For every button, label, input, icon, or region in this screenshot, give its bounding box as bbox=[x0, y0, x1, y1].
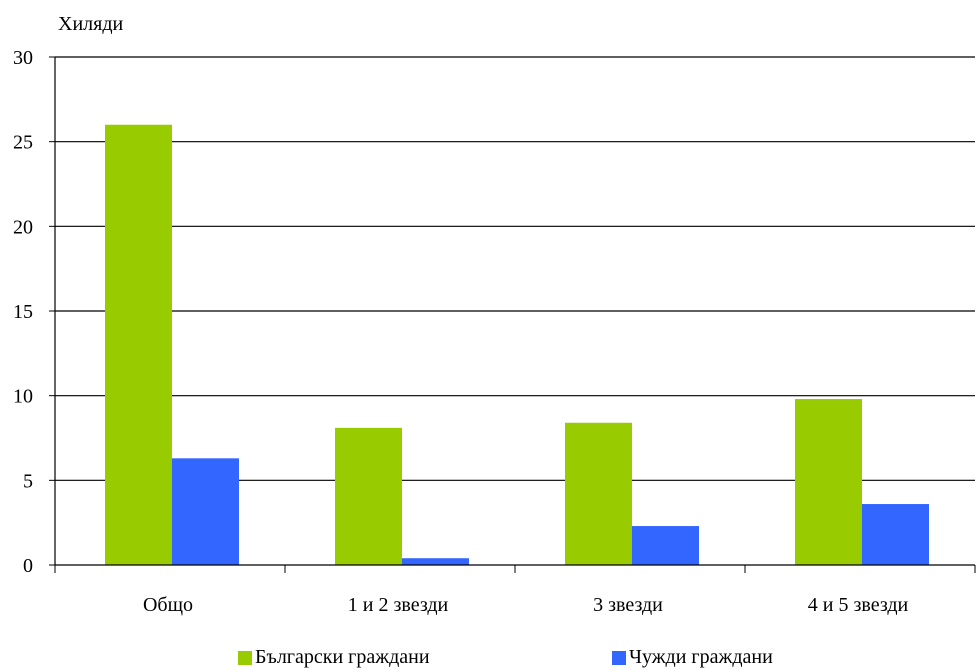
bar-foreign-3 bbox=[862, 504, 929, 565]
x-tick-label: 3 звезди bbox=[593, 594, 663, 616]
legend-label-bulgarian: Български граждани bbox=[255, 646, 430, 668]
y-axis-unit-label: Хиляди bbox=[58, 13, 124, 35]
legend-label-foreign: Чужди граждани bbox=[629, 646, 773, 668]
x-tick-label: 4 и 5 звезди bbox=[808, 594, 909, 616]
legend-item-foreign: Чужди граждани bbox=[612, 646, 773, 669]
y-tick-label: 5 bbox=[23, 470, 33, 492]
bar-bulgarian-2 bbox=[565, 422, 632, 565]
bar-bulgarian-0 bbox=[105, 124, 172, 565]
bar-bulgarian-3 bbox=[795, 399, 862, 565]
legend-swatch-foreign bbox=[612, 650, 626, 665]
y-tick-label: 10 bbox=[13, 386, 33, 408]
x-tick-label: 1 и 2 звезди bbox=[348, 594, 449, 616]
bar-bulgarian-1 bbox=[335, 427, 402, 565]
legend-swatch-bulgarian bbox=[238, 650, 252, 665]
y-tick-label: 30 bbox=[13, 47, 33, 69]
y-tick-label: 20 bbox=[13, 216, 33, 238]
legend-item-bulgarian: Български граждани bbox=[238, 646, 430, 669]
legend: Български граждани Чужди граждани bbox=[0, 642, 979, 670]
y-tick-label: 0 bbox=[23, 555, 33, 577]
y-tick-label: 15 bbox=[13, 301, 33, 323]
bar-foreign-2 bbox=[632, 526, 699, 565]
y-tick-label: 25 bbox=[13, 132, 33, 154]
bar-foreign-0 bbox=[172, 458, 239, 565]
bar-foreign-1 bbox=[402, 558, 469, 565]
x-tick-label: Общо bbox=[143, 594, 193, 616]
